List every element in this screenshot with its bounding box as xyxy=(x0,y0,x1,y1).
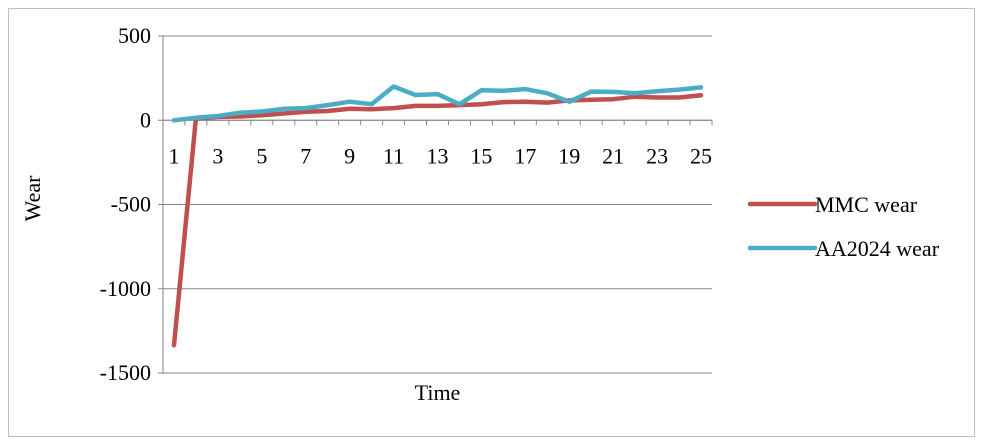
legend-label-aa2024-wear: AA2024 wear xyxy=(815,236,940,261)
x-tick-label: 11 xyxy=(383,143,404,168)
y-tick-label: 500 xyxy=(118,23,151,48)
x-tick-label: 19 xyxy=(558,143,580,168)
x-tick-label: 13 xyxy=(427,143,449,168)
y-tick-label: -500 xyxy=(111,192,151,217)
y-tick-label: -1000 xyxy=(100,276,151,301)
series-line-aa2024-wear xyxy=(171,84,704,123)
gridlines xyxy=(158,35,713,374)
x-tick-label: 3 xyxy=(212,143,223,168)
legend-label-mmc-wear: MMC wear xyxy=(815,192,918,217)
x-tick-label: 7 xyxy=(300,143,311,168)
x-tick-labels: 1 3 5 7 9 11 13 15 17 19 21 23 25 xyxy=(168,143,712,168)
x-tick-label: 21 xyxy=(602,143,624,168)
legend: MMC wear AA2024 wear xyxy=(747,192,940,261)
x-tick-label: 9 xyxy=(344,143,355,168)
x-axis-title: Time xyxy=(415,380,461,405)
y-tick-labels: 500 0 -500 -1000 -1500 xyxy=(100,23,151,385)
series-lines xyxy=(171,84,704,348)
x-tick-label: 25 xyxy=(690,143,712,168)
chart-border xyxy=(8,8,975,437)
y-tick-label: -1500 xyxy=(100,360,151,385)
series-line-mmc-wear xyxy=(171,93,704,348)
x-tick-label: 23 xyxy=(646,143,668,168)
y-tick-label: 0 xyxy=(140,107,151,132)
x-tick-label: 17 xyxy=(514,143,536,168)
x-tick-label: 1 xyxy=(168,143,179,168)
y-axis-title: Wear xyxy=(20,175,45,222)
x-tick-label: 5 xyxy=(256,143,267,168)
x-tick-label: 15 xyxy=(470,143,492,168)
